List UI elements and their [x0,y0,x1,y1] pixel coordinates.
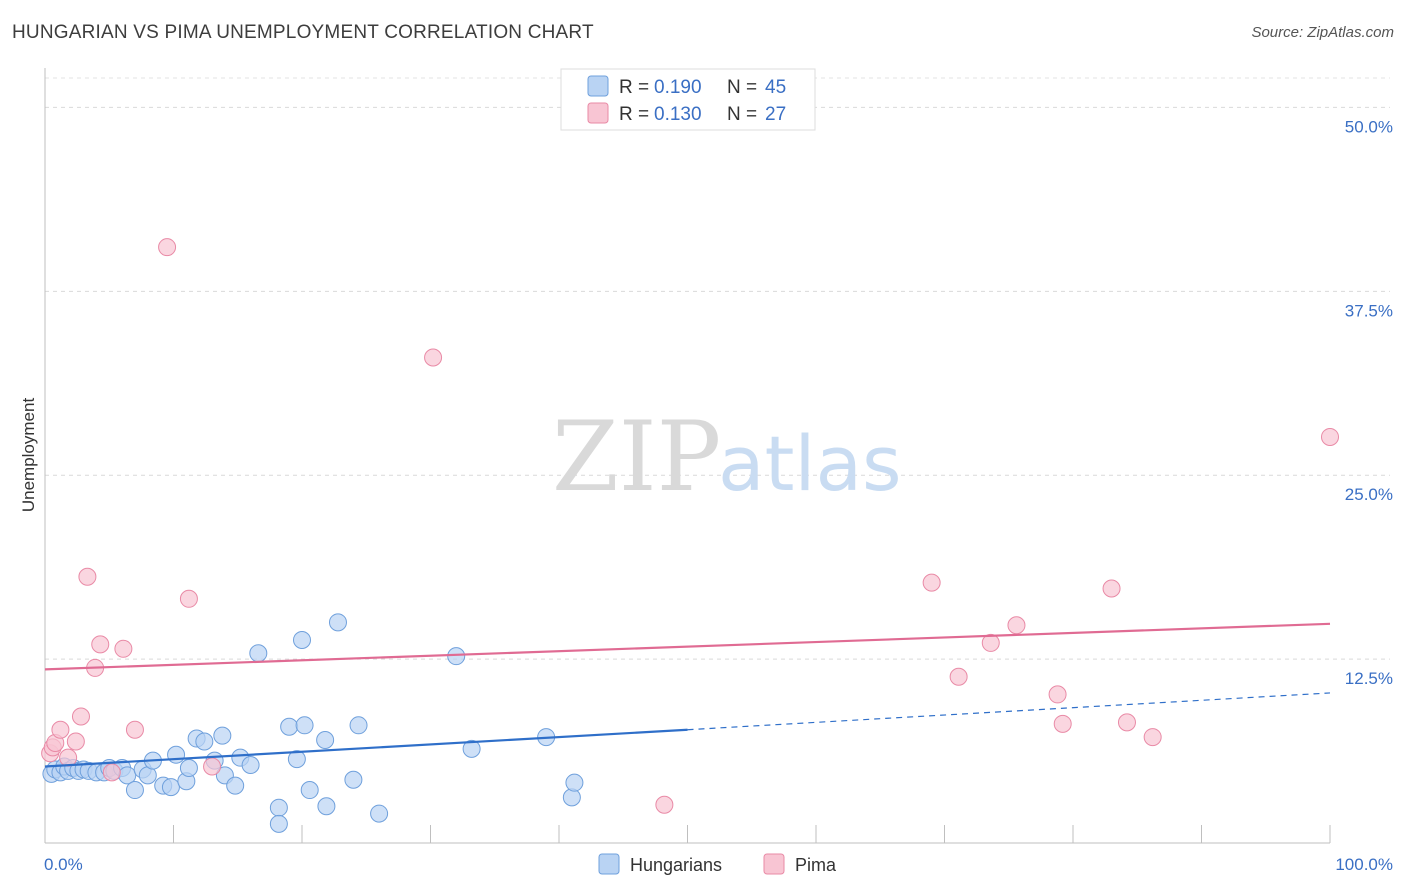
hungarians-point-46 [447,647,466,666]
y-tick-label-2: 37.5% [1345,301,1393,320]
pima-point-3 [51,720,70,739]
x-tick-label-1: 100.0% [1335,855,1393,874]
hungarians-point-27 [213,726,232,745]
pima-point-7 [78,567,97,586]
pima-point-4 [59,748,78,767]
legend-r-label-2: R = [619,104,649,125]
pima-point-15 [203,757,222,776]
pima-point-16 [424,348,443,367]
pima-point-26 [1143,728,1162,747]
y-tick-label-3: 50.0% [1345,117,1393,136]
x-tick-label-0: 0.0% [44,855,83,874]
trend-line-pima [44,622,1331,671]
legend-label-hungarians: Hungarians [630,855,722,875]
y-tick-labels: 12.5% 25.0% 37.5% 50.0% [1345,117,1393,688]
chart-title: HUNGARIAN VS PIMA UNEMPLOYMENT CORRELATI… [12,22,594,43]
legend-n-value-2: 27 [765,104,786,125]
hungarians-point-41 [317,797,336,816]
series-legend: Hungarians Pima [598,853,837,875]
watermark-zip: ZIP [552,401,721,513]
pima-point-10 [102,763,121,782]
hungarians-point-42 [328,613,347,632]
hungarians-point-45 [370,804,389,823]
legend-n-label-1: N = [727,77,757,98]
legend-r-value-2: 0.130 [654,104,702,125]
watermark: ZIP atlas [552,401,902,513]
hungarians-point-43 [344,770,363,789]
hungarians-point-39 [300,781,319,800]
hungarians-point-15 [125,781,144,800]
trend-lines [44,622,1331,768]
pima-point-13 [158,238,177,257]
trend-line-hungarians-extension [687,692,1331,731]
correlation-legend: R = 0.190 N = 45 R = 0.130 N = 27 [560,68,816,131]
hungarians-point-36 [287,750,306,769]
axes [44,68,1331,844]
pima-point-9 [91,635,110,654]
series-pima [41,238,1339,814]
legend-swatch-hungarians-bottom [598,853,620,875]
legend-swatch-pima [587,102,609,124]
pima-point-6 [71,707,90,726]
hungarians-point-23 [179,758,198,777]
pima-point-11 [114,639,133,658]
source-label: Source: ZipAtlas.com [1251,24,1394,41]
hungarians-point-33 [269,798,288,817]
hungarians-point-49 [562,788,581,807]
hungarians-point-44 [349,716,368,735]
pima-point-21 [1007,616,1026,635]
hungarians-point-31 [241,756,260,775]
pima-point-19 [949,667,968,686]
y-tick-label-1: 25.0% [1345,485,1393,504]
pima-point-25 [1117,713,1136,732]
hungarians-point-34 [269,814,288,833]
pima-point-27 [1321,427,1339,446]
hungarians-point-25 [195,732,214,751]
hungarians-point-38 [295,716,314,735]
pima-point-14 [179,589,198,608]
hungarians-point-29 [226,776,245,795]
y-tick-label-0: 12.5% [1345,669,1393,688]
legend-swatch-pima-bottom [763,853,785,875]
grid-lines [45,77,1390,660]
pima-point-20 [981,633,1000,652]
hungarians-point-50 [565,773,584,792]
legend-n-label-2: N = [727,104,757,125]
legend-n-value-1: 45 [765,77,786,98]
pima-point-22 [1048,685,1067,704]
pima-point-18 [922,573,941,592]
x-tick-labels: 0.0% 100.0% [44,855,1393,874]
hungarians-point-21 [167,745,186,764]
pima-point-12 [125,720,144,739]
trend-line-hungarians [44,728,688,768]
hungarians-point-40 [316,731,335,750]
legend-r-value-1: 0.190 [654,77,702,98]
pima-point-5 [66,732,85,751]
hungarians-point-35 [280,717,299,736]
legend-swatch-hungarians [587,75,609,97]
hungarians-point-20 [161,778,180,797]
pima-point-23 [1053,714,1072,733]
hungarians-point-37 [293,630,311,649]
y-axis-label: Unemployment [19,398,38,513]
pima-point-24 [1102,579,1121,598]
watermark-atlas: atlas [718,419,902,508]
legend-r-label-1: R = [619,77,649,98]
legend-label-pima: Pima [795,855,837,875]
hungarians-point-47 [462,739,481,758]
pima-point-17 [655,795,674,814]
hungarians-point-32 [249,644,268,663]
